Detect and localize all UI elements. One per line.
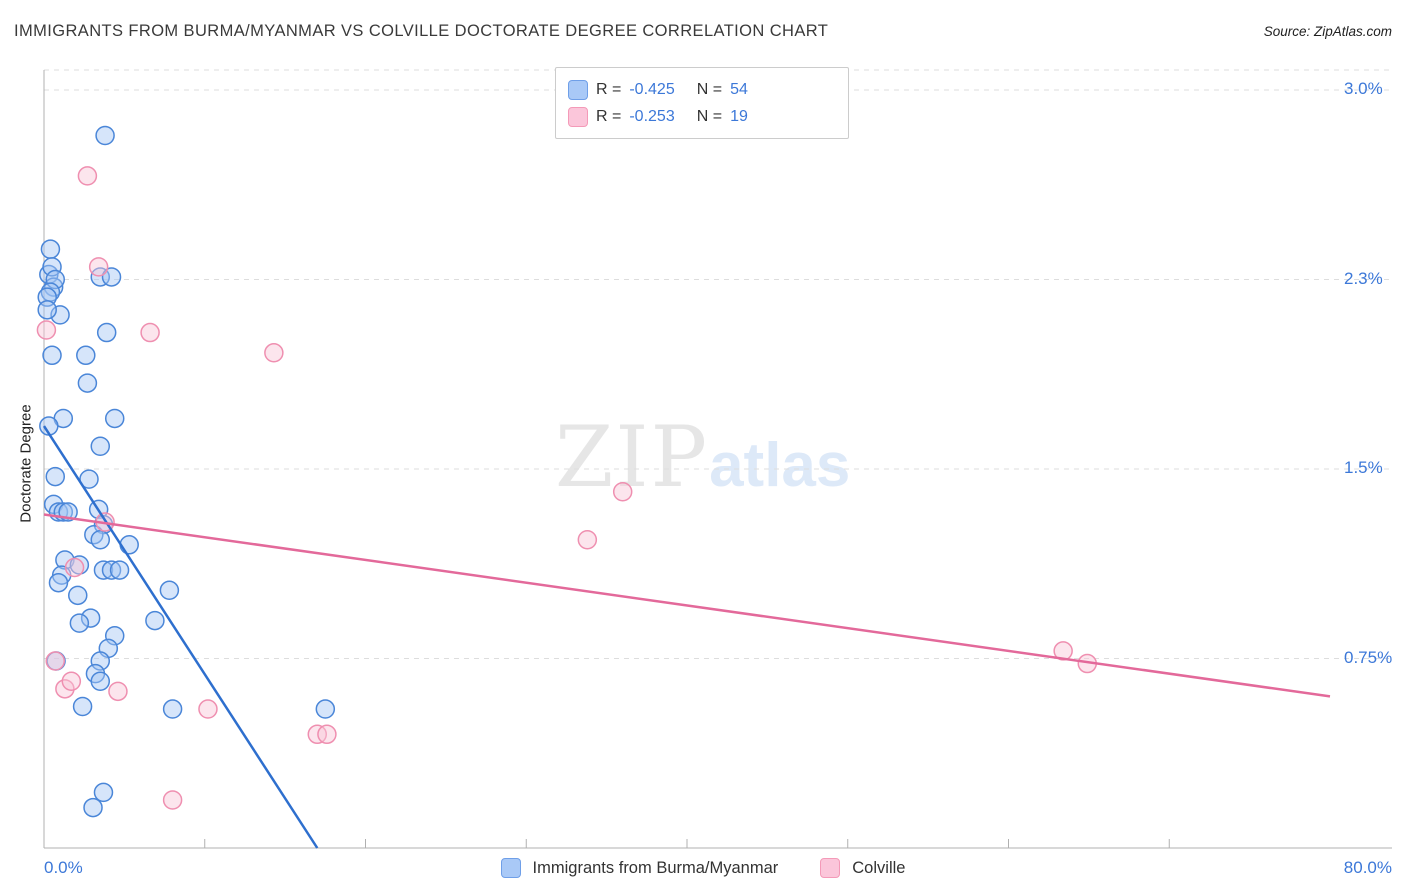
watermark-atlas-text: atlas — [709, 431, 851, 500]
chart-title: IMMIGRANTS FROM BURMA/MYANMAR VS COLVILL… — [14, 22, 829, 40]
r-label: R = — [596, 107, 622, 125]
y-tick-label: 0.75% — [1344, 647, 1393, 667]
legend-row-burma: R = -0.425 N = 54 — [568, 76, 834, 103]
n-label: N = — [696, 107, 723, 125]
n-value: 19 — [730, 107, 748, 125]
y-tick-label: 2.3% — [1344, 268, 1383, 288]
r-value: -0.425 — [629, 80, 675, 98]
correlation-legend: R = -0.425 N = 54 R = -0.253 N = 19 — [555, 67, 849, 139]
legend-row-colville: R = -0.253 N = 19 — [568, 103, 834, 130]
colville-swatch-icon — [568, 106, 588, 127]
source-label: Source: ZipAtlas.com — [1263, 24, 1392, 39]
x-axis-legend-row: 0.0% Immigrants from Burma/Myanmar Colvi… — [0, 851, 1406, 885]
legend-label-burma: Immigrants from Burma/Myanmar — [532, 858, 779, 877]
legend-swatch-colville-icon — [820, 858, 841, 878]
r-label: R = — [596, 80, 622, 98]
r-value: -0.253 — [629, 107, 675, 125]
x-axis-max-label: 80.0% — [1343, 858, 1392, 877]
legend-swatch-burma-icon — [500, 858, 521, 878]
burma-swatch-icon — [568, 79, 588, 100]
series-legend: Immigrants from Burma/Myanmar Colville — [500, 858, 906, 878]
y-tick-label: 1.5% — [1344, 458, 1383, 477]
legend-label-colville: Colville — [852, 858, 906, 877]
x-axis-min-label: 0.0% — [44, 858, 83, 877]
n-value: 54 — [730, 80, 748, 98]
y-tick-label: 3.0% — [1344, 79, 1383, 98]
n-label: N = — [696, 80, 723, 98]
